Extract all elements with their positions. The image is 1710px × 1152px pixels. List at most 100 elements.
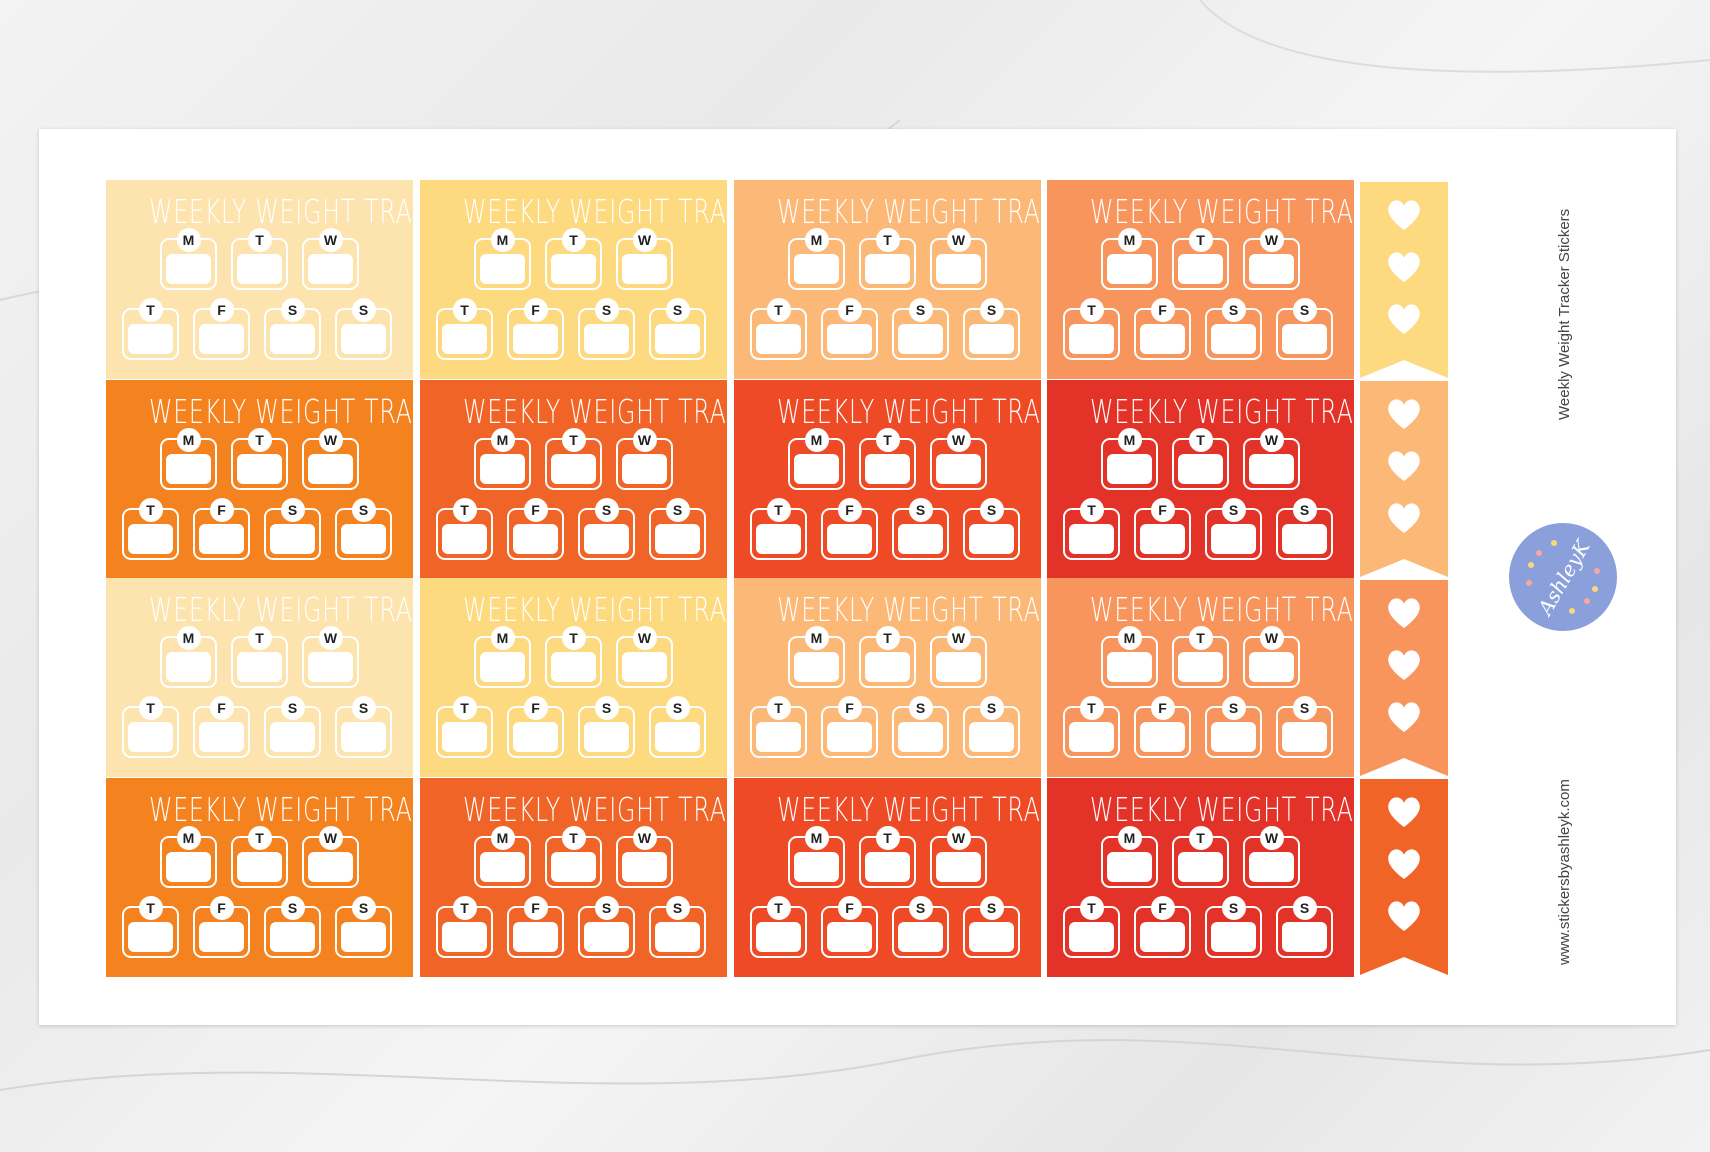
day-label: T [561,228,586,252]
day-box: T [545,626,602,688]
day-label: S [979,298,1004,322]
weight-tracker-sticker: WEEKLY WEIGHT TRACKER M T W T F S S [1047,380,1419,579]
day-box: S [649,498,706,560]
day-box: T [859,626,916,688]
day-label: W [318,428,343,452]
day-label: T [766,498,791,522]
day-label: W [632,826,657,850]
day-box: S [649,298,706,360]
day-label: F [209,498,234,522]
day-label: T [561,826,586,850]
day-label: M [804,626,829,650]
heart-icon [1388,598,1420,628]
day-box: T [545,428,602,490]
day-box: T [436,696,493,758]
day-label: W [946,826,971,850]
day-box: S [1205,696,1262,758]
day-box: T [750,896,807,958]
sticker-title: WEEKLY WEIGHT TRACKER [1089,790,1420,829]
svg-text:AshleyK: AshleyK [1532,535,1595,621]
day-label: W [1259,626,1284,650]
day-box: F [507,298,564,360]
day-label: T [875,626,900,650]
weight-tracker-sticker: WEEKLY WEIGHT TRACKER M T W T F S S [420,180,792,379]
day-box: T [545,228,602,290]
sticker-title: WEEKLY WEIGHT TRACKER [462,790,793,829]
weight-tracker-sticker: WEEKLY WEIGHT TRACKER M T W T F S S [106,578,478,777]
day-box: T [859,228,916,290]
day-label: T [138,896,163,920]
day-label: F [523,696,548,720]
day-box: T [1172,428,1229,490]
day-box: F [507,498,564,560]
day-box: T [231,626,288,688]
day-box: M [160,626,217,688]
day-box: S [1276,696,1333,758]
day-label: S [979,696,1004,720]
heart-flag-sticker [1360,182,1448,378]
day-label: W [1259,826,1284,850]
sticker-title: WEEKLY WEIGHT TRACKER [776,790,1107,829]
day-box: M [788,626,845,688]
day-label: M [176,228,201,252]
day-label: W [946,428,971,452]
day-label: S [908,696,933,720]
day-box: W [1243,428,1300,490]
day-label: T [766,896,791,920]
day-box: S [335,896,392,958]
day-box: W [930,826,987,888]
day-box: W [616,228,673,290]
weight-tracker-sticker: WEEKLY WEIGHT TRACKER M T W T F S S [734,380,1106,579]
day-box: S [892,896,949,958]
day-box: S [264,298,321,360]
day-box: W [616,826,673,888]
day-label: S [280,498,305,522]
day-box: S [892,298,949,360]
day-box: S [963,498,1020,560]
day-label: T [452,498,477,522]
day-box: S [1205,896,1262,958]
day-label: T [875,228,900,252]
day-box: T [231,228,288,290]
heart-icon [1388,399,1420,429]
day-box: W [930,228,987,290]
day-box: S [1205,298,1262,360]
weight-tracker-sticker: WEEKLY WEIGHT TRACKER M T W T F S S [1047,578,1419,777]
day-box: T [859,428,916,490]
heart-icon [1388,849,1420,879]
day-label: W [1259,428,1284,452]
day-box: W [302,228,359,290]
day-box: M [160,228,217,290]
day-box: T [1172,626,1229,688]
day-label: T [1079,498,1104,522]
day-label: T [247,228,272,252]
day-box: F [1134,498,1191,560]
weight-tracker-sticker: WEEKLY WEIGHT TRACKER M T W T F S S [734,778,1107,977]
product-title: Weekly Weight Tracker Stickers [1556,208,1573,420]
day-label: S [594,498,619,522]
weight-tracker-sticker: WEEKLY WEIGHT TRACKER M T W T F S S [420,578,792,777]
day-box: S [892,696,949,758]
day-label: M [1117,626,1142,650]
day-label: S [351,498,376,522]
heart-icon [1388,503,1420,533]
heart-icon [1388,304,1420,334]
day-label: T [138,298,163,322]
day-label: M [176,826,201,850]
day-box: M [1101,428,1158,490]
day-box: F [193,298,250,360]
day-label: W [632,626,657,650]
day-box: F [1134,696,1191,758]
day-box: S [963,298,1020,360]
weight-tracker-sticker: WEEKLY WEIGHT TRACKER M T W T F S S [420,380,792,579]
day-box: F [821,696,878,758]
sticker-title: WEEKLY WEIGHT TRACKER [148,392,479,431]
day-label: S [351,896,376,920]
day-label: S [665,498,690,522]
day-box: M [788,228,845,290]
day-box: T [1063,696,1120,758]
weight-tracker-sticker: WEEKLY WEIGHT TRACKER M T W T F S S [734,578,1106,777]
weight-tracker-sticker: WEEKLY WEIGHT TRACKER M T W T F S S [1047,778,1420,977]
day-box: T [122,498,179,560]
heart-flag-sticker [1360,580,1448,776]
